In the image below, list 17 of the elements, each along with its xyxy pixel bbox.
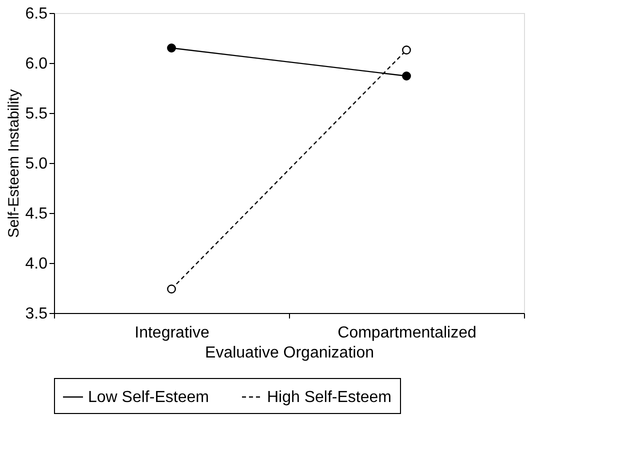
- x-axis-title: Evaluative Organization: [205, 344, 374, 362]
- point: [167, 284, 176, 294]
- legend-label: High Self-Esteem: [267, 389, 392, 406]
- legend-label: Low Self-Esteem: [88, 389, 209, 406]
- y-tick-label: 4.5: [25, 206, 48, 222]
- x-tick-label: Compartmentalized: [338, 324, 476, 342]
- y-axis-title: Self-Esteem Instability: [5, 88, 22, 238]
- point: [402, 72, 411, 80]
- y-tick-label: 3.5: [25, 306, 48, 322]
- point: [402, 46, 411, 54]
- y-tick-label: 4.0: [25, 256, 48, 272]
- point: [167, 44, 176, 52]
- y-tick-label: 6.5: [25, 6, 48, 22]
- x-tick-label: Integrative: [134, 324, 210, 342]
- y-tick-label: 6.0: [25, 56, 48, 72]
- y-tick-label: 5.0: [25, 156, 48, 172]
- y-tick-label: 5.5: [25, 106, 48, 122]
